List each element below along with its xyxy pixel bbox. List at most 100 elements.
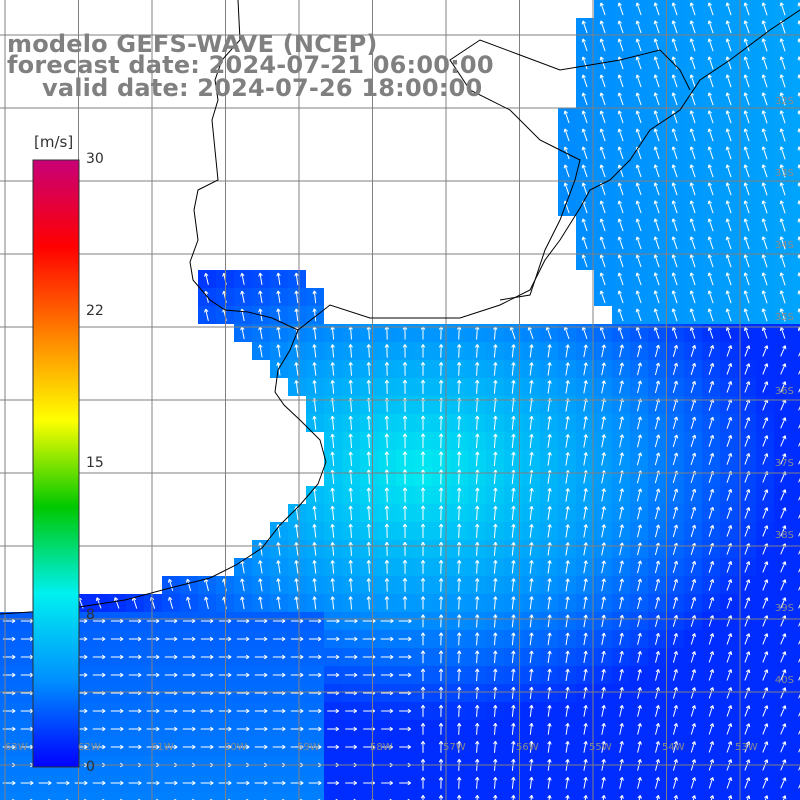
wind-vector <box>565 578 570 592</box>
wind-vector <box>474 344 480 358</box>
wind-vector <box>272 726 286 732</box>
wind-vector <box>636 488 643 502</box>
wind-vector <box>511 523 516 538</box>
wind-vector <box>708 723 715 735</box>
wind-vector <box>529 451 534 466</box>
wind-vector <box>380 654 394 660</box>
wind-vector <box>617 218 624 232</box>
wind-vector <box>348 362 353 376</box>
wind-vector <box>565 506 570 520</box>
wind-vector <box>762 561 769 573</box>
wind-vector <box>511 362 516 376</box>
wind-vector <box>345 780 358 786</box>
wind-vector <box>110 780 124 786</box>
wind-vector <box>420 704 426 717</box>
wind-vector <box>708 687 715 699</box>
colorbar-tick: 22 <box>86 303 104 319</box>
wind-vector <box>761 308 768 322</box>
speed-cell <box>738 792 756 800</box>
wind-vector <box>20 780 34 786</box>
wind-vector <box>290 744 304 750</box>
wind-vector <box>493 632 498 646</box>
wind-vector <box>565 524 570 538</box>
wind-vector <box>671 2 678 16</box>
wind-vector <box>312 380 317 394</box>
wind-vector <box>762 363 769 375</box>
wind-vector <box>762 777 769 789</box>
wind-vector <box>780 507 787 519</box>
wind-vector <box>493 433 498 449</box>
wind-vector <box>601 596 606 610</box>
wind-vector <box>617 20 624 34</box>
wind-vector <box>726 506 733 519</box>
wind-vector <box>474 776 480 789</box>
wind-vector <box>744 435 751 447</box>
speed-cell <box>792 198 800 216</box>
wind-vector <box>653 236 660 250</box>
wind-vector <box>690 615 697 627</box>
wind-vector <box>780 489 787 501</box>
wind-vector <box>798 405 800 411</box>
wind-vector <box>619 362 624 376</box>
wind-vector <box>583 344 588 358</box>
wind-vector <box>779 164 786 178</box>
wind-vector <box>456 344 462 358</box>
wind-vector <box>601 740 606 753</box>
wind-vector <box>671 200 678 214</box>
wind-vector <box>581 236 588 250</box>
wind-vector <box>690 506 697 520</box>
wind-vector <box>743 2 750 16</box>
wind-vector <box>672 578 679 591</box>
colorbar <box>32 159 80 768</box>
wind-vector <box>725 218 732 232</box>
wind-vector <box>182 726 196 732</box>
wind-vector <box>475 469 480 485</box>
wind-vector <box>671 218 678 232</box>
wind-vector <box>725 272 732 286</box>
wind-vector <box>384 379 390 394</box>
wind-vector <box>565 542 570 556</box>
wind-vector <box>637 632 642 645</box>
wind-vector <box>743 56 750 70</box>
wind-vector <box>420 668 426 682</box>
speed-cell <box>792 630 800 648</box>
wind-vector <box>744 723 751 735</box>
wind-vector <box>366 362 372 376</box>
wind-vector <box>384 505 390 521</box>
wind-vector <box>653 128 660 142</box>
wind-vector <box>529 776 534 789</box>
wind-vector <box>164 636 178 642</box>
wind-vector <box>619 578 624 592</box>
wind-vector <box>146 780 160 786</box>
wind-vector <box>366 379 372 394</box>
wind-vector <box>583 794 588 800</box>
speed-cell <box>792 612 800 630</box>
wind-vector <box>653 272 660 286</box>
wind-vector <box>635 110 642 124</box>
wind-vector <box>725 128 732 142</box>
wind-vector <box>402 451 408 467</box>
wind-vector <box>726 345 733 357</box>
wind-vector <box>743 327 750 339</box>
speed-cell <box>342 792 360 800</box>
wind-vector <box>330 344 335 358</box>
coastline-rio-de-la-plata <box>297 9 800 331</box>
speed-cell <box>792 396 800 414</box>
wind-vector <box>743 110 750 124</box>
wind-vector <box>708 452 715 465</box>
wind-vector <box>511 668 516 682</box>
wind-vector <box>707 254 714 268</box>
wind-vector <box>635 92 642 106</box>
wind-vector <box>581 74 588 88</box>
wind-vector <box>744 651 751 663</box>
uruguay-border <box>449 39 691 301</box>
wind-vector <box>384 415 390 431</box>
wind-vector <box>547 740 552 753</box>
wind-vector <box>672 723 678 735</box>
wind-vector <box>726 741 733 753</box>
wind-vector <box>617 326 624 339</box>
wind-vector <box>635 182 642 196</box>
wind-vector <box>547 632 552 646</box>
wind-vector <box>690 524 697 538</box>
wind-vector <box>128 726 142 732</box>
